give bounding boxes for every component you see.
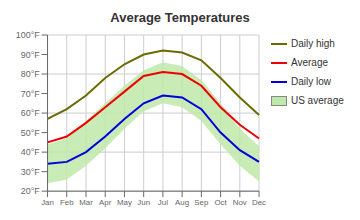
html-text:US average: US average bbox=[291, 95, 344, 106]
svg-text:50°F: 50°F bbox=[21, 128, 40, 138]
svg-text:Jun: Jun bbox=[137, 198, 150, 207]
svg-text:Sep: Sep bbox=[194, 198, 209, 207]
svg-text:Apr: Apr bbox=[99, 198, 112, 207]
svg-text:Nov: Nov bbox=[233, 198, 247, 207]
html-text:Average Temperatures: Average Temperatures bbox=[110, 10, 250, 25]
svg-text:80°F: 80°F bbox=[21, 69, 40, 79]
html-text:Daily low: Daily low bbox=[291, 76, 331, 87]
svg-text:70°F: 70°F bbox=[21, 89, 40, 99]
svg-text:Aug: Aug bbox=[175, 198, 189, 207]
svg-text:30°F: 30°F bbox=[21, 167, 40, 177]
svg-text:20°F: 20°F bbox=[21, 186, 40, 196]
svg-text:Jan: Jan bbox=[41, 198, 54, 207]
html-text:Daily high: Daily high bbox=[291, 38, 335, 49]
svg-text:90°F: 90°F bbox=[21, 50, 40, 60]
svg-text:40°F: 40°F bbox=[21, 147, 40, 157]
svg-text:Feb: Feb bbox=[60, 198, 74, 207]
svg-text:Oct: Oct bbox=[214, 198, 227, 207]
html-text:Average: Average bbox=[291, 57, 328, 68]
svg-text:60°F: 60°F bbox=[21, 108, 40, 118]
svg-text:Jul: Jul bbox=[158, 198, 168, 207]
svg-text:Dec: Dec bbox=[252, 198, 266, 207]
svg-text:Mar: Mar bbox=[79, 198, 93, 207]
svg-text:100°F: 100°F bbox=[16, 30, 40, 40]
svg-text:May: May bbox=[117, 198, 132, 207]
